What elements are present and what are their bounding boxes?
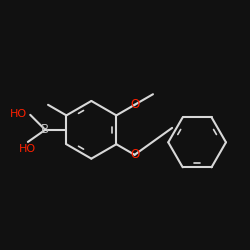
Text: B: B bbox=[41, 123, 49, 136]
Text: HO: HO bbox=[19, 144, 36, 154]
Text: HO: HO bbox=[10, 109, 27, 119]
Text: O: O bbox=[130, 148, 139, 161]
Text: O: O bbox=[130, 98, 139, 111]
